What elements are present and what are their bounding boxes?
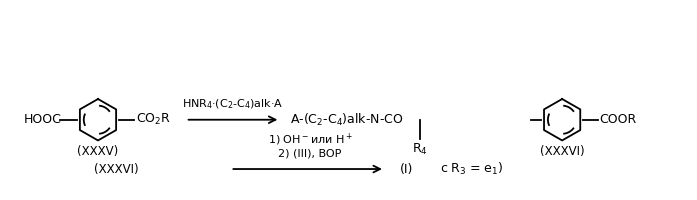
Text: (XXXVI): (XXXVI) [540, 145, 585, 158]
Text: R$_4$: R$_4$ [412, 142, 428, 157]
Text: COOR: COOR [599, 113, 636, 126]
Text: HNR$_4$·(C$_2$-C$_4$)alk·A: HNR$_4$·(C$_2$-C$_4$)alk·A [183, 97, 284, 111]
Text: HOOC: HOOC [23, 113, 61, 126]
Text: 2) (III), BOP: 2) (III), BOP [279, 148, 342, 158]
Text: (XXXV): (XXXV) [77, 145, 118, 158]
Text: (I): (I) [400, 163, 413, 176]
Text: A-(C$_2$-C$_4$)alk-N-CO: A-(C$_2$-C$_4$)alk-N-CO [290, 112, 404, 128]
Text: CO$_2$R: CO$_2$R [137, 112, 171, 127]
Text: 1) OH$^-$или H$^+$: 1) OH$^-$или H$^+$ [268, 131, 353, 148]
Text: c R$_3$ = e$_1$): c R$_3$ = e$_1$) [440, 161, 503, 177]
Text: (XXXVI): (XXXVI) [93, 163, 138, 176]
